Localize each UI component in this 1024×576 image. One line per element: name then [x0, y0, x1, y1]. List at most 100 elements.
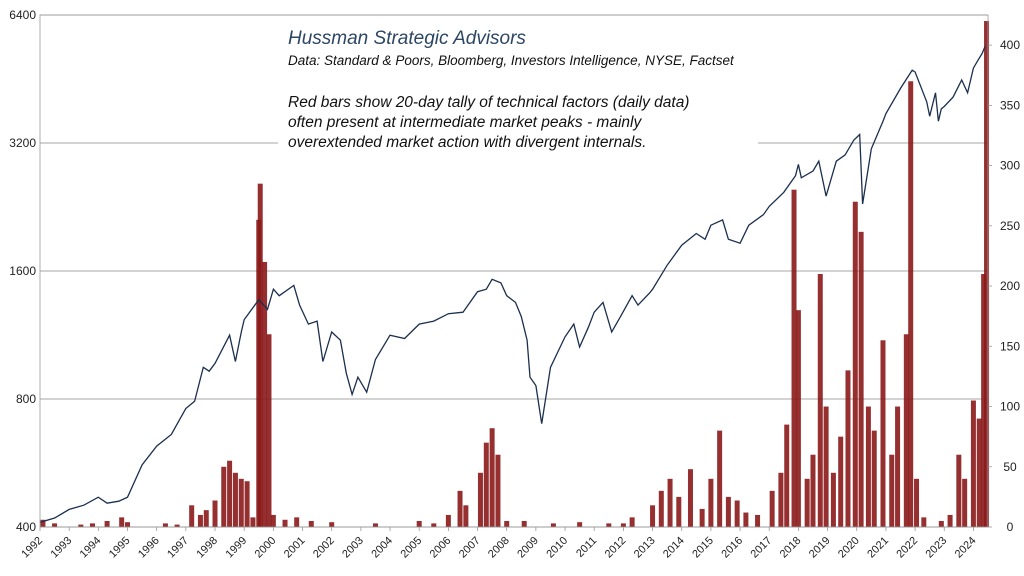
tally-bar [908, 81, 914, 528]
tally-bar [823, 406, 829, 527]
x-tick-label: 1995 [107, 535, 133, 561]
tally-bar [521, 520, 527, 527]
x-tick-label: 2009 [515, 535, 541, 561]
tally-bar [743, 512, 749, 527]
tally-bar [232, 472, 238, 527]
tally-bar [889, 454, 895, 527]
tally-bar [676, 496, 682, 527]
left-axis: 400 800 1600 3200 6400 [9, 8, 36, 534]
tally-bar [687, 469, 693, 527]
tally-bar [880, 340, 886, 527]
tally-bar [262, 261, 268, 527]
tally-bar [308, 520, 314, 527]
x-tick-label: 1997 [165, 535, 191, 561]
tally-bar [858, 231, 864, 528]
tally-bar [804, 478, 810, 527]
tally-bar [817, 274, 823, 527]
tally-bar [658, 490, 664, 527]
tally-bar [755, 514, 761, 527]
right-axis: 0 50 100 150 200 250 300 350 400 [988, 38, 1020, 534]
index-line [39, 46, 986, 524]
plot-border [39, 14, 989, 528]
tally-bar [431, 523, 437, 527]
tally-bar [266, 334, 272, 527]
tally-bar [463, 505, 469, 527]
tally-bar [717, 430, 723, 527]
tally-bar [162, 523, 168, 527]
x-tick-label: 2005 [399, 535, 425, 561]
x-tick-label: 1993 [48, 535, 74, 561]
tally-bar [725, 496, 731, 527]
x-tick-label: 2010 [544, 535, 570, 561]
x-tick-label: 2017 [749, 535, 775, 561]
tally-bar [947, 514, 953, 527]
tally-bar [457, 490, 463, 527]
x-tick-label: 2021 [865, 535, 891, 561]
tally-bar [489, 428, 495, 527]
tally-bar [257, 183, 263, 528]
tally-bar [629, 517, 635, 527]
tally-bar [784, 424, 790, 527]
tally-bar [125, 522, 131, 527]
x-tick-label: 2023 [924, 535, 950, 561]
tally-bar [976, 418, 982, 527]
tally-bar [606, 523, 612, 527]
x-tick-label: 2002 [311, 535, 337, 561]
tally-bar [221, 466, 227, 527]
annotation-line-3: overextended market action with divergen… [288, 134, 647, 151]
tally-bar [227, 460, 233, 527]
x-tick-label: 2004 [369, 535, 395, 561]
left-tick-label: 1600 [9, 264, 36, 278]
tally-bar [845, 370, 851, 527]
tally-bar [90, 523, 96, 527]
tally-bar [778, 472, 784, 527]
tally-bar [938, 520, 944, 527]
tally-bar [416, 520, 422, 527]
tally-bar [477, 472, 483, 527]
right-tick-label: 50 [1003, 460, 1017, 474]
tally-bar [495, 454, 501, 527]
x-axis: 1992 1993 1994 1995 1996 1997 1998 1999 2000 2001… [19, 527, 979, 561]
x-tick-label: 2024 [953, 535, 979, 561]
x-tick-label: 2000 [253, 535, 279, 561]
tally-bar [270, 514, 276, 527]
x-tick-label: 2016 [719, 535, 745, 561]
tally-bar [699, 508, 705, 527]
left-tick-label: 800 [16, 392, 36, 406]
x-tick-label: 2019 [807, 535, 833, 561]
tally-bar [708, 478, 714, 527]
tally-bar [329, 522, 335, 527]
x-tick-label: 2003 [340, 535, 366, 561]
x-tick-label: 2012 [603, 535, 629, 561]
left-tick-label: 3200 [9, 136, 36, 150]
tally-bar [830, 472, 836, 527]
tally-bar [795, 310, 801, 527]
right-tick-label: 300 [1000, 159, 1020, 173]
tally-bar [504, 520, 510, 527]
annotation-line-1: Red bars show 20-day tally of technical … [288, 94, 690, 111]
tally-bar [189, 505, 195, 527]
x-tick-label: 2013 [632, 535, 658, 561]
x-tick-label: 2008 [486, 535, 512, 561]
tally-bar [52, 523, 58, 527]
tally-bars [40, 21, 990, 528]
tally-bar [895, 406, 901, 527]
right-tick-label: 200 [1000, 279, 1020, 293]
x-tick-label: 2011 [574, 535, 599, 560]
tally-bar [667, 478, 673, 527]
left-tick-label: 6400 [9, 8, 36, 22]
tally-bar [372, 523, 378, 527]
tally-bar [294, 517, 300, 527]
tally-bar [984, 21, 990, 527]
tally-bar [244, 481, 250, 527]
tally-bar [852, 201, 858, 527]
tally-bar [250, 517, 256, 527]
x-tick-label: 2001 [282, 535, 308, 561]
tally-bar [838, 436, 844, 527]
tally-bar [238, 478, 244, 527]
right-tick-label: 400 [1000, 38, 1020, 52]
x-tick-label: 2020 [836, 535, 862, 561]
tally-bar [212, 500, 218, 527]
tally-bar [865, 406, 871, 527]
tally-bar [956, 454, 962, 527]
